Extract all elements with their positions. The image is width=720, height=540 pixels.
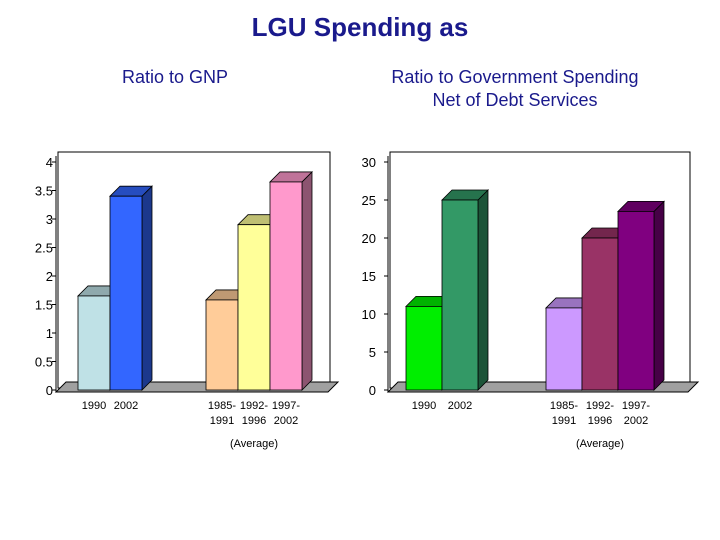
x-tick-label: 2002	[448, 400, 472, 412]
y-tick-label: 0	[369, 383, 376, 398]
y-tick-label: 30	[362, 155, 376, 170]
x-tick-label: 1991	[210, 415, 234, 427]
y-tick-label: 1	[46, 326, 53, 341]
group-note: (Average)	[230, 438, 278, 450]
bar	[77, 295, 111, 391]
y-tick-label: 1.5	[35, 298, 53, 313]
bar	[581, 237, 619, 391]
chart-title-line: Ratio to Government Spending	[391, 67, 639, 87]
y-tick-label: 3	[46, 212, 53, 227]
x-tick-label: 1997-	[622, 400, 650, 412]
chart-title-government-spending: Ratio to Government Spending Net of Debt …	[355, 66, 675, 112]
x-tick-label: 1996	[588, 415, 612, 427]
x-tick-label: 2002	[624, 415, 648, 427]
y-tick-label: 0.5	[35, 355, 53, 370]
y-tick-label: 0	[46, 383, 53, 398]
x-tick-label: 1996	[242, 415, 266, 427]
x-tick-label: 1990	[82, 400, 106, 412]
y-tick-label: 4	[46, 155, 53, 170]
x-tick-label: 1985-	[208, 400, 236, 412]
y-tick-label: 5	[369, 345, 376, 360]
bar-side	[653, 200, 665, 391]
bar	[405, 305, 443, 391]
bar	[269, 181, 303, 391]
y-tick-label: 20	[362, 231, 376, 246]
y-tick-label: 15	[362, 269, 376, 284]
x-tick-label: 1990	[412, 400, 436, 412]
chart-gnp: 0 0.5 1 1.5 2 2.5 3 3.5 4 1990 2002 1985- 1991 1992- 1…	[35, 151, 340, 450]
y-tick-label: 10	[362, 307, 376, 322]
chart-title-gnp: Ratio to GNP	[121, 67, 229, 87]
bar-side	[477, 189, 489, 391]
bar	[617, 210, 655, 391]
bar	[441, 199, 479, 391]
x-tick-label: 2002	[274, 415, 298, 427]
group-note: (Average)	[576, 438, 624, 450]
y-tick-label: 3.5	[35, 184, 53, 199]
y-tick-label: 2.5	[35, 241, 53, 256]
page-title: LGU Spending as	[251, 12, 469, 42]
bar	[237, 224, 271, 391]
x-tick-label: 1997-	[272, 400, 300, 412]
x-tick-label: 1992-	[586, 400, 614, 412]
bar	[545, 307, 583, 391]
x-tick-label: 1992-	[240, 400, 268, 412]
bar	[109, 195, 143, 391]
y-tick-label: 25	[362, 193, 376, 208]
y-tick-label: 2	[46, 269, 53, 284]
x-tick-label: 1985-	[550, 400, 578, 412]
x-tick-label: 1991	[552, 415, 576, 427]
x-tick-label: 2002	[114, 400, 138, 412]
chart-title-line: Net of Debt Services	[432, 90, 598, 110]
